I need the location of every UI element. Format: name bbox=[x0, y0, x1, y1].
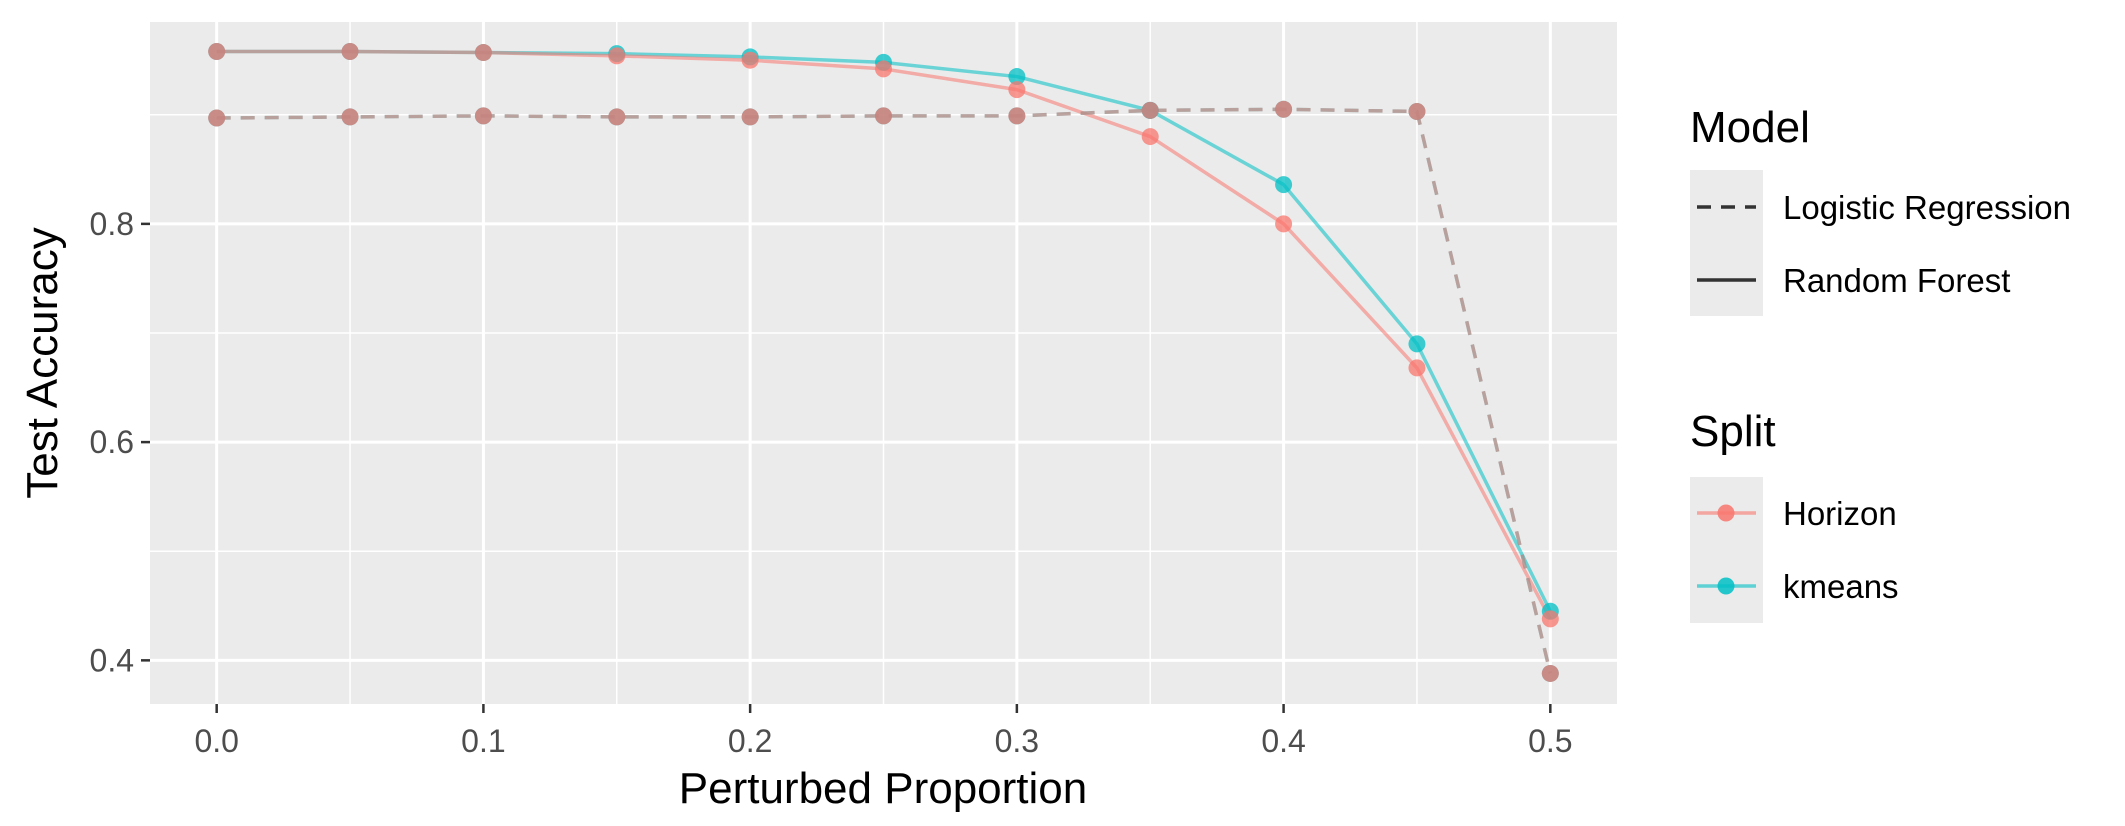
x-tick-label: 0.1 bbox=[461, 723, 505, 759]
data-point-1-1 bbox=[341, 42, 359, 60]
y-tick-label: 0.4 bbox=[90, 642, 134, 678]
legend-model-title: Model bbox=[1690, 103, 1810, 152]
data-point-1-6 bbox=[1008, 81, 1026, 99]
x-tick-label: 0.0 bbox=[194, 723, 238, 759]
data-point-3-2 bbox=[474, 107, 492, 125]
data-point-3-0 bbox=[208, 109, 226, 127]
data-point-3-10 bbox=[1541, 664, 1559, 682]
x-tick-label: 0.2 bbox=[728, 723, 772, 759]
series-line-3 bbox=[216, 107, 1553, 674]
data-point-3-8 bbox=[1275, 100, 1293, 118]
data-point-0-8 bbox=[1275, 176, 1293, 194]
data-point-3-4 bbox=[741, 108, 759, 126]
data-point-3-6 bbox=[1008, 107, 1026, 125]
data-point-1-3 bbox=[608, 47, 626, 65]
legend-model: Model Logistic Regression Random Forest bbox=[1690, 103, 2071, 316]
data-point-1-7 bbox=[1141, 128, 1159, 146]
legend-kmeans-point-key bbox=[1717, 577, 1735, 595]
x-tick-label: 0.3 bbox=[995, 723, 1039, 759]
y-axis: 0.4 0.6 0.8 bbox=[90, 206, 150, 678]
legend-horizon-point-key bbox=[1717, 504, 1735, 522]
data-point-1-2 bbox=[474, 44, 492, 62]
legend-split: Split Horizon kmeans bbox=[1690, 407, 1899, 623]
data-point-3-5 bbox=[875, 107, 892, 125]
y-axis-title: Test Accuracy bbox=[18, 227, 67, 498]
data-point-1-9 bbox=[1408, 359, 1426, 377]
data-point-1-5 bbox=[875, 60, 892, 78]
x-tick-label: 0.5 bbox=[1528, 723, 1572, 759]
y-tick-label: 0.6 bbox=[90, 424, 134, 460]
x-axis: 0.0 0.1 0.2 0.3 0.4 0.5 bbox=[194, 704, 1573, 759]
data-point-3-1 bbox=[341, 108, 359, 126]
data-point-3-7 bbox=[1141, 101, 1159, 119]
legend-split-label-kmeans: kmeans bbox=[1783, 568, 1899, 605]
grid-major bbox=[150, 22, 1617, 704]
legend-model-label-rf: Random Forest bbox=[1783, 262, 2010, 299]
x-tick-label: 0.4 bbox=[1261, 723, 1305, 759]
legend-split-label-horizon: Horizon bbox=[1783, 495, 1897, 532]
data-point-1-10 bbox=[1541, 610, 1559, 628]
points-layer bbox=[208, 42, 1559, 682]
data-point-3-3 bbox=[608, 108, 626, 126]
data-point-0-9 bbox=[1408, 335, 1426, 353]
y-tick-label: 0.8 bbox=[90, 206, 134, 242]
data-point-1-8 bbox=[1275, 215, 1293, 233]
data-point-1-0 bbox=[208, 42, 226, 60]
legend-split-title: Split bbox=[1690, 407, 1776, 456]
data-point-1-4 bbox=[741, 51, 759, 69]
legend-model-label-logistic: Logistic Regression bbox=[1783, 189, 2071, 226]
x-axis-title: Perturbed Proportion bbox=[679, 764, 1087, 813]
data-point-0-6 bbox=[1008, 68, 1026, 86]
data-point-3-9 bbox=[1408, 102, 1426, 120]
